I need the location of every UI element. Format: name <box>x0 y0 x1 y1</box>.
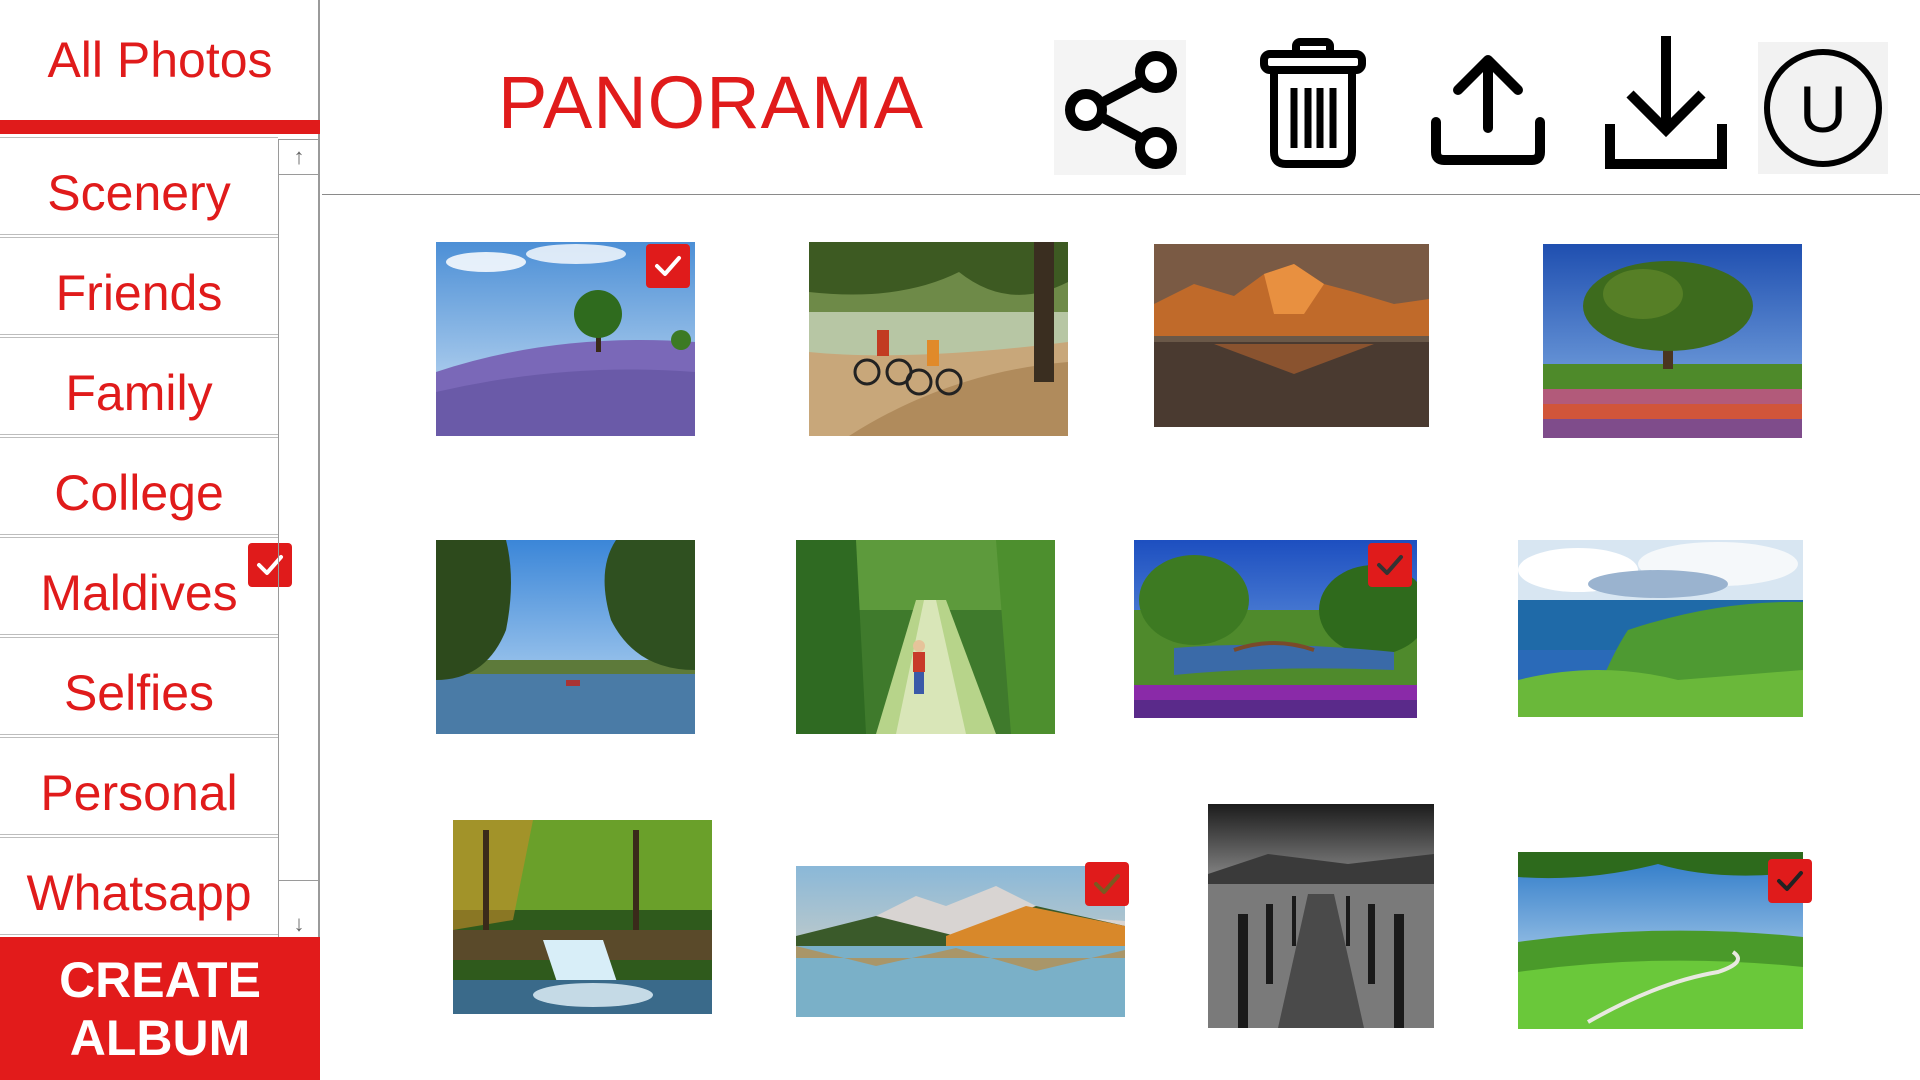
album-list: Scenery Friends Family College Maldives … <box>0 137 278 937</box>
scroll-down-arrow-icon[interactable]: ↓ <box>279 880 319 937</box>
photo-autumn-lake-mountains <box>796 866 1125 1017</box>
album-label: Family <box>65 365 213 421</box>
album-selected-checkbox[interactable] <box>248 543 292 587</box>
album-item-family[interactable]: Family <box>0 337 278 435</box>
album-item-scenery[interactable]: Scenery <box>0 137 278 235</box>
album-label: Scenery <box>47 165 231 221</box>
photo-child-forest-path <box>796 540 1055 734</box>
photo-thumbnail[interactable] <box>436 540 695 734</box>
header-divider <box>322 194 1920 195</box>
create-album-button[interactable]: CREATE ALBUM <box>0 937 320 1080</box>
all-photos-tab[interactable]: All Photos <box>47 32 273 88</box>
photo-thumbnail[interactable] <box>1543 244 1802 438</box>
photo-thumbnail[interactable] <box>796 866 1125 1017</box>
active-tab-indicator <box>0 120 320 134</box>
album-item-college[interactable]: College <box>0 437 278 535</box>
album-item-maldives[interactable]: Maldives <box>0 537 278 635</box>
photo-thumbnail[interactable] <box>436 242 695 436</box>
photo-thumbnail[interactable] <box>1518 540 1803 717</box>
album-label: Friends <box>55 265 223 321</box>
checkmark-icon <box>1777 871 1803 891</box>
photo-thumbnail[interactable] <box>1154 244 1429 427</box>
trash-icon[interactable] <box>1258 38 1368 168</box>
user-avatar-icon[interactable]: U <box>1758 42 1888 174</box>
photo-bw-pier <box>1208 804 1434 1028</box>
share-icon[interactable] <box>1054 40 1186 175</box>
photo-selected-checkbox[interactable] <box>646 244 690 288</box>
avatar-letter: U <box>1799 72 1847 146</box>
upload-icon[interactable] <box>1428 52 1548 168</box>
checkmark-icon <box>1377 555 1403 575</box>
download-icon[interactable] <box>1604 32 1728 172</box>
album-item-selfies[interactable]: Selfies <box>0 637 278 735</box>
photo-coastal-cliffs <box>1518 540 1803 717</box>
photo-thumbnail[interactable] <box>809 242 1068 436</box>
checkmark-icon <box>655 256 681 276</box>
album-label: Selfies <box>63 665 215 721</box>
album-item-friends[interactable]: Friends <box>0 237 278 335</box>
photo-thumbnail[interactable] <box>1208 804 1434 1028</box>
page-title: PANORAMA <box>498 61 925 144</box>
album-label: Personal <box>40 765 238 821</box>
album-item-personal[interactable]: Personal <box>0 737 278 835</box>
photo-selected-checkbox[interactable] <box>1085 862 1129 906</box>
album-label: College <box>54 465 224 521</box>
photo-selected-checkbox[interactable] <box>1368 543 1412 587</box>
photo-mountain-lake-sunset <box>1154 244 1429 427</box>
album-label: Whatsapp <box>26 865 252 921</box>
sidebar: All Photos Scenery Friends Family Colleg… <box>0 0 320 1080</box>
checkmark-icon <box>257 555 283 575</box>
create-album-label-line2: ALBUM <box>69 1009 251 1066</box>
photo-thumbnail[interactable] <box>1518 852 1803 1029</box>
album-label: Maldives <box>40 565 238 621</box>
photo-tree-flower-field <box>1543 244 1802 438</box>
photo-cyclists-dirt-road <box>809 242 1068 436</box>
photo-river-trees <box>436 540 695 734</box>
photo-selected-checkbox[interactable] <box>1768 859 1812 903</box>
album-item-whatsapp[interactable]: Whatsapp <box>0 837 278 935</box>
scroll-up-arrow-icon[interactable]: ↑ <box>279 140 319 175</box>
photo-lavender-hill-tree <box>436 242 695 436</box>
photo-forest-waterfall <box>453 820 712 1014</box>
create-album-label-line1: CREATE <box>59 951 261 1008</box>
checkmark-icon <box>1094 874 1120 894</box>
photo-thumbnail[interactable] <box>796 540 1055 734</box>
album-scrollbar[interactable]: ↑ ↓ <box>278 139 320 937</box>
photo-thumbnail[interactable] <box>453 820 712 1014</box>
photo-green-valley <box>1518 852 1803 1029</box>
